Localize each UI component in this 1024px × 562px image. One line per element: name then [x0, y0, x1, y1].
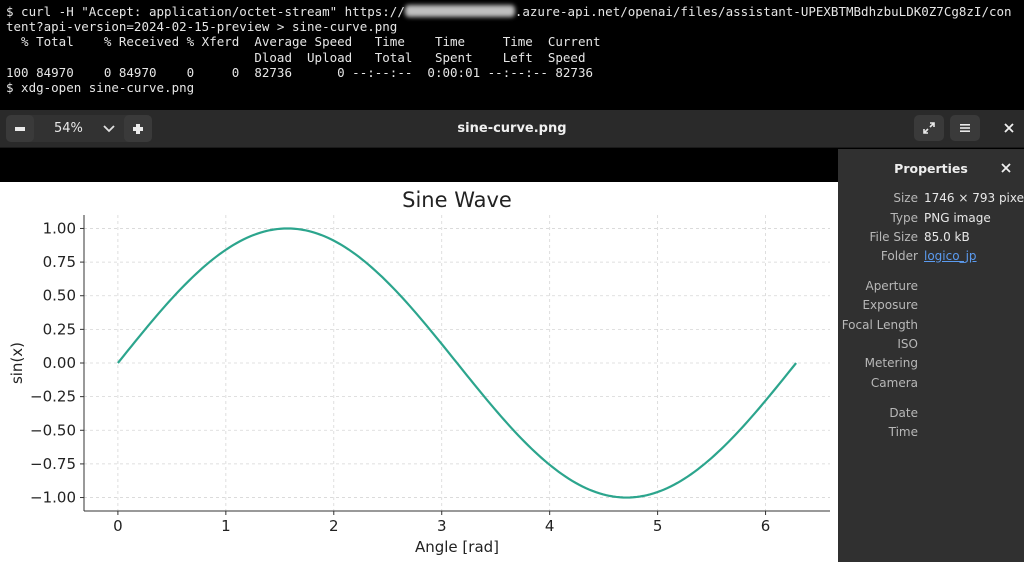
property-key: Size — [893, 191, 918, 205]
zoom-out-button[interactable] — [6, 115, 34, 142]
plus-icon — [133, 123, 143, 134]
menu-button[interactable] — [950, 115, 980, 141]
x-tick-label: 0 — [113, 517, 123, 535]
fullscreen-icon — [923, 122, 935, 134]
property-key: Folder — [880, 249, 918, 263]
terminal-line: % Total % Received % Xferd Average Speed… — [6, 34, 601, 50]
y-tick-label: 0.75 — [43, 253, 76, 271]
image-viewer-window: 54% sine-curve.png 0 1 2 3 4 5 6 1.00 0.75 0.50 0.… — [0, 110, 1024, 562]
property-row: Camera — [838, 376, 1024, 394]
property-row: ISO — [838, 337, 1024, 355]
y-tick-label: 1.00 — [43, 219, 76, 237]
x-tick-label: 6 — [761, 517, 771, 535]
x-tick-label: 2 — [329, 517, 339, 535]
x-tick-label: 3 — [437, 517, 447, 535]
y-axis-label: sin(x) — [8, 342, 26, 384]
property-row: Exposure — [838, 298, 1024, 316]
zoom-in-button[interactable] — [124, 115, 152, 142]
image-canvas[interactable]: 0 1 2 3 4 5 6 1.00 0.75 0.50 0.25 0.00 −0.25 −0.50 −0.… — [0, 149, 838, 562]
property-value: 85.0 kB — [924, 230, 970, 244]
terminal[interactable]: $ curl -H "Accept: application/octet-str… — [0, 0, 1024, 110]
property-value: 1746 × 793 pixels — [924, 191, 1024, 205]
terminal-line: $ curl -H "Accept: application/octet-str… — [6, 4, 1012, 19]
folder-link[interactable]: logico_jp — [924, 249, 977, 263]
property-key: Aperture — [865, 279, 918, 293]
property-key: ISO — [897, 337, 918, 351]
sine-series-line — [117, 227, 797, 499]
y-tick-label: −1.00 — [30, 489, 76, 507]
property-row: Date — [838, 406, 1024, 424]
header-bar: 54% sine-curve.png — [0, 110, 1024, 148]
property-value: PNG image — [924, 211, 991, 225]
property-key: File Size — [869, 230, 918, 244]
property-row: Aperture — [838, 279, 1024, 297]
close-window-button[interactable] — [996, 115, 1022, 141]
y-tick-label: 0.00 — [43, 354, 76, 372]
property-row: Focal Length — [838, 318, 1024, 336]
property-key: Focal Length — [841, 318, 918, 332]
minus-icon — [15, 126, 25, 131]
hamburger-menu-icon — [960, 124, 970, 132]
terminal-line: tent?api-version=2024-02-15-preview > si… — [6, 19, 398, 35]
fullscreen-button[interactable] — [914, 115, 944, 141]
property-key: Metering — [864, 356, 918, 370]
property-key: Exposure — [862, 298, 918, 312]
close-properties-button[interactable] — [998, 160, 1014, 176]
y-tick-label: 0.25 — [43, 320, 76, 338]
x-tick-label: 1 — [221, 517, 231, 535]
properties-panel: Properties Size 1746 × 793 pixels Type PNG … — [838, 149, 1024, 562]
property-key: Time — [888, 425, 918, 439]
close-icon — [1004, 123, 1014, 133]
zoom-level: 54% — [54, 121, 83, 136]
x-tick-label: 4 — [545, 517, 555, 535]
property-key: Type — [890, 211, 918, 225]
property-key: Camera — [870, 376, 918, 390]
sine-chart: 0 1 2 3 4 5 6 1.00 0.75 0.50 0.25 0.00 −0.25 −0.50 −0.… — [8, 188, 830, 556]
property-row: Metering — [838, 356, 1024, 374]
property-row: Time — [838, 425, 1024, 443]
properties-title: Properties — [894, 160, 968, 176]
x-tick-label: 5 — [653, 517, 663, 535]
terminal-line: Dload Upload Total Spent Left Speed — [6, 49, 586, 65]
x-axis-label: Angle [rad] — [415, 538, 499, 556]
terminal-line: 100 84970 0 84970 0 0 82736 0 --:--:-- 0… — [6, 64, 593, 80]
y-tick-label: 0.50 — [43, 287, 76, 305]
y-tick-label: −0.25 — [30, 388, 76, 406]
y-tick-label: −0.50 — [30, 421, 76, 439]
property-key: Date — [889, 406, 918, 420]
property-row: Folder logico_jp — [838, 249, 1024, 267]
close-icon — [1001, 163, 1011, 173]
property-row: Type PNG image — [838, 211, 1024, 229]
displayed-image: 0 1 2 3 4 5 6 1.00 0.75 0.50 0.25 0.00 −0.25 −0.50 −0.… — [0, 182, 838, 562]
property-row: File Size 85.0 kB — [838, 230, 1024, 248]
terminal-line: $ xdg-open sine-curve.png — [6, 80, 195, 96]
window-title: sine-curve.png — [457, 121, 567, 136]
y-tick-label: −0.75 — [30, 455, 76, 473]
chevron-down-icon — [103, 125, 115, 133]
property-row: Size 1746 × 793 pixels — [838, 191, 1024, 209]
zoom-level-dropdown[interactable]: 54% — [36, 115, 122, 142]
chart-title: Sine Wave — [402, 188, 512, 212]
zoom-control: 54% — [6, 115, 152, 142]
redacted-text — [404, 5, 515, 17]
